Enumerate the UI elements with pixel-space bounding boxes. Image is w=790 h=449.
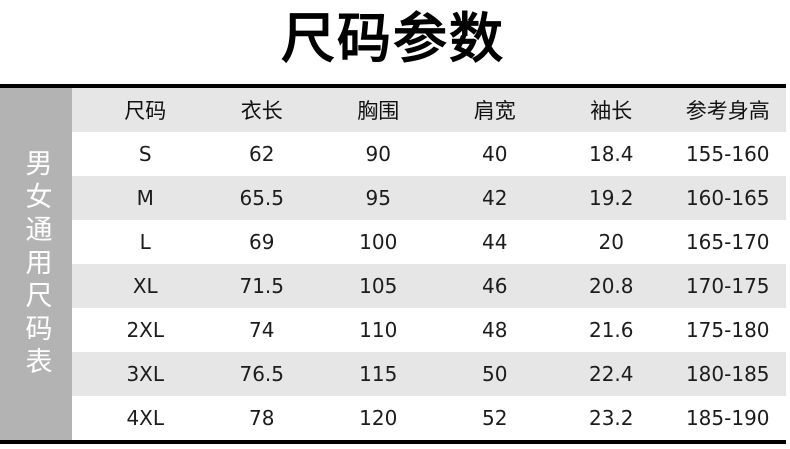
top-divider [0,84,786,88]
value-cell: 170-175 [685,274,770,298]
value-cell: 110 [359,318,398,342]
table-row: XL 71.5 105 46 20.8 170-175 [72,264,786,308]
table-row: S 62 90 40 18.4 155-160 [72,132,786,176]
value-cell: 100 [359,230,398,254]
size-cell: XL [132,274,158,298]
value-cell: 105 [359,274,398,298]
page-title: 尺码参数 [281,7,505,70]
value-cell: 23.2 [588,406,634,430]
value-cell: 52 [482,406,508,430]
table-row: 3XL 76.5 115 50 22.4 180-185 [72,352,786,396]
value-cell: 42 [482,186,508,210]
header-cell: 袖长 [590,99,633,123]
header-cell: 尺码 [124,99,167,123]
table-row: L 69 100 44 20 165-170 [72,220,786,264]
value-cell: 62 [249,142,275,166]
value-cell: 180-185 [685,362,770,386]
value-cell: 19.2 [588,186,634,210]
content-area: 男女通用尺码表 尺码 衣长 胸围 肩宽 袖长 参考身高 S 62 90 40 18.4 155-16… [0,88,786,440]
value-cell: 95 [365,186,391,210]
value-cell: 115 [359,362,398,386]
size-cell: 2XL [126,318,165,342]
value-cell: 76.5 [239,362,285,386]
size-cell: S [138,142,152,166]
value-cell: 21.6 [588,318,634,342]
header-cell: 参考身高 [685,99,770,123]
table-row: 2XL 74 110 48 21.6 175-180 [72,308,786,352]
value-cell: 18.4 [588,142,634,166]
table-row: 4XL 78 120 52 23.2 185-190 [72,396,786,440]
value-cell: 175-180 [685,318,770,342]
value-cell: 74 [249,318,275,342]
value-cell: 185-190 [685,406,770,430]
value-cell: 165-170 [685,230,770,254]
size-cell: 4XL [126,406,165,430]
value-cell: 120 [359,406,398,430]
value-cell: 22.4 [588,362,634,386]
value-cell: 40 [482,142,508,166]
value-cell: 20.8 [588,274,634,298]
bottom-divider [0,440,786,444]
size-cell: 3XL [126,362,165,386]
value-cell: 155-160 [685,142,770,166]
value-cell: 44 [482,230,508,254]
value-cell: 78 [249,406,275,430]
sidebar-label: 男女通用尺码表 [20,148,52,380]
value-cell: 90 [365,142,391,166]
value-cell: 71.5 [239,274,285,298]
table-header-row: 尺码 衣长 胸围 肩宽 袖长 参考身高 [72,88,786,132]
value-cell: 46 [482,274,508,298]
table-row: M 65.5 95 42 19.2 160-165 [72,176,786,220]
value-cell: 65.5 [239,186,285,210]
value-cell: 48 [482,318,508,342]
header-cell: 肩宽 [473,99,516,123]
header-cell: 衣长 [240,99,283,123]
value-cell: 69 [249,230,275,254]
title-bar: 尺码参数 [0,0,786,84]
size-cell: M [136,186,154,210]
header-cell: 胸围 [357,99,400,123]
sidebar: 男女通用尺码表 [0,88,72,440]
size-table: 尺码 衣长 胸围 肩宽 袖长 参考身高 S 62 90 40 18.4 155-160 M 65.5 95… [72,88,786,440]
value-cell: 50 [482,362,508,386]
value-cell: 160-165 [685,186,770,210]
size-cell: L [139,230,151,254]
value-cell: 20 [598,230,624,254]
